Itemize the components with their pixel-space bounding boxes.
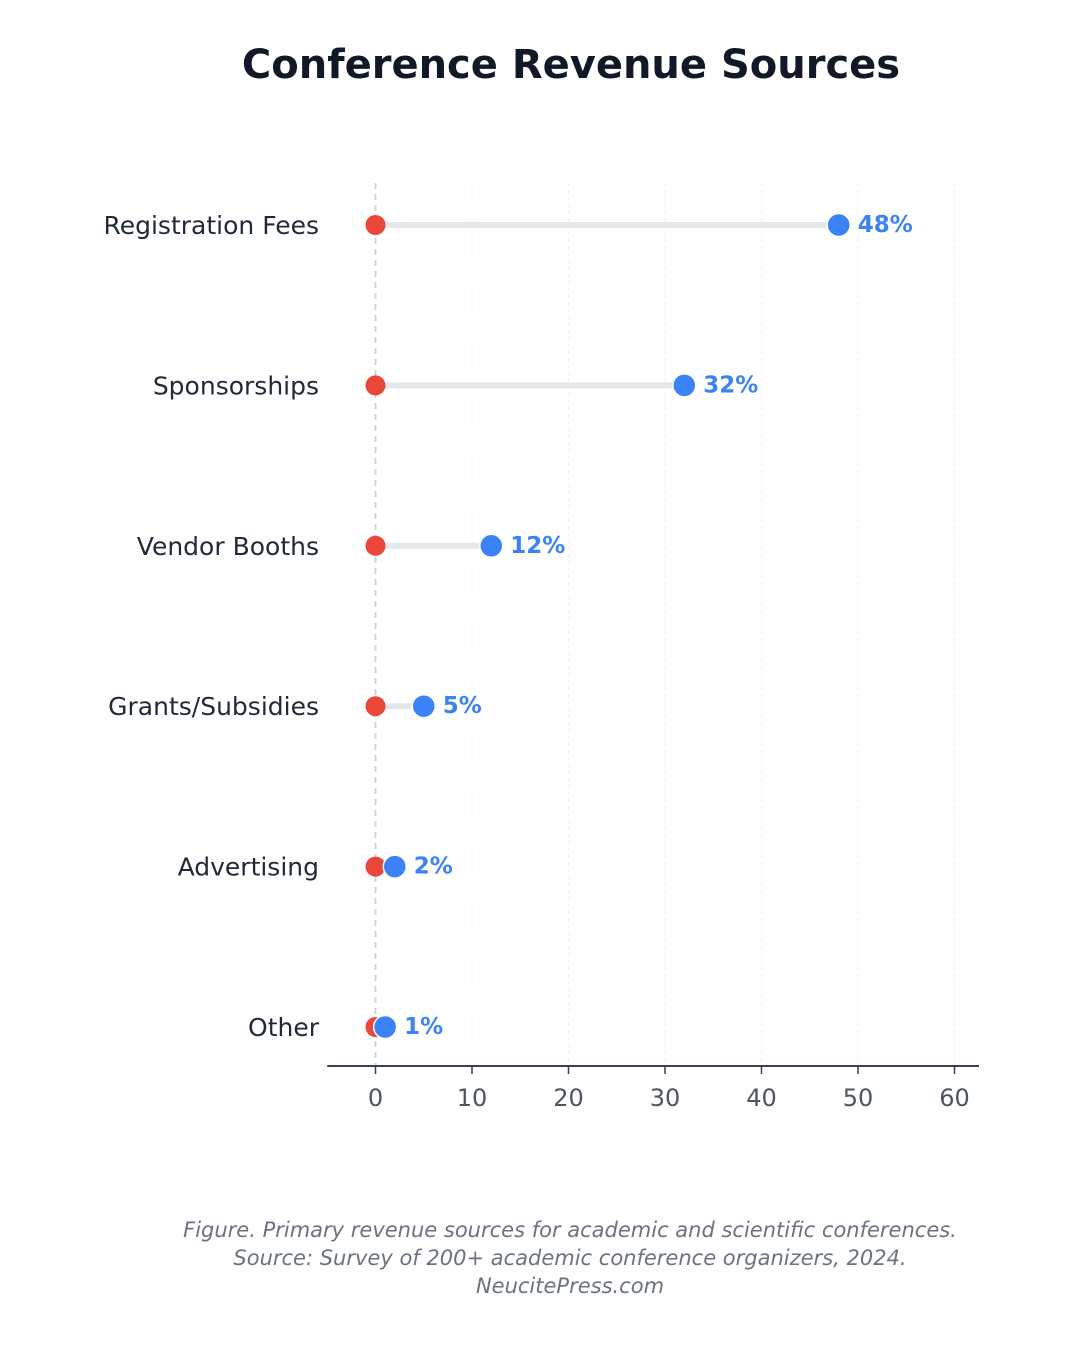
category-label: Vendor Booths xyxy=(137,532,319,561)
start-marker xyxy=(365,215,386,235)
category-label: Other xyxy=(248,1013,320,1042)
start-marker xyxy=(365,856,386,877)
start-marker xyxy=(365,696,386,717)
value-label: 32% xyxy=(703,372,758,398)
start-marker xyxy=(365,535,386,556)
end-marker xyxy=(826,212,851,238)
x-tick-label: 10 xyxy=(457,1084,488,1112)
x-tick-label: 40 xyxy=(746,1084,777,1112)
x-tick-label: 60 xyxy=(939,1084,970,1112)
category-label: Advertising xyxy=(178,853,319,882)
x-tick-label: 30 xyxy=(650,1084,681,1112)
value-label: 48% xyxy=(858,212,913,238)
end-marker xyxy=(479,533,504,559)
x-tick-label: 20 xyxy=(553,1084,584,1112)
connectors xyxy=(372,222,842,1030)
start-marker xyxy=(365,375,386,396)
value-label: 2% xyxy=(414,854,453,880)
value-label: 1% xyxy=(404,1014,443,1040)
markers xyxy=(365,212,851,1040)
end-marker xyxy=(411,693,436,719)
category-label: Sponsorships xyxy=(153,371,319,400)
labels: Registration Fees 48% Sponsorships 32% Vendo… xyxy=(103,211,912,1042)
end-marker xyxy=(372,1014,398,1040)
grid-lines xyxy=(471,183,955,1066)
x-tick-label: 50 xyxy=(843,1084,874,1112)
x-tick-label: 0 xyxy=(368,1084,383,1112)
value-label: 5% xyxy=(443,693,482,719)
caption-line-publisher: NeucitePress.com xyxy=(475,1274,665,1298)
caption-line-source: Source: Survey of 200+ academic conferen… xyxy=(233,1246,907,1270)
end-marker xyxy=(382,854,408,879)
category-label: Registration Fees xyxy=(103,211,319,240)
figure-caption: Figure. Primary revenue sources for acad… xyxy=(0,1216,1080,1300)
value-label: 12% xyxy=(510,533,565,559)
x-axis: 0 10 20 30 40 50 60 xyxy=(327,1065,979,1112)
category-label: Grants/Subsidies xyxy=(108,692,319,721)
end-marker xyxy=(672,373,697,398)
caption-line-figure: Figure. Primary revenue sources for acad… xyxy=(183,1218,957,1242)
chart-title: Conference Revenue Sources xyxy=(242,42,900,88)
